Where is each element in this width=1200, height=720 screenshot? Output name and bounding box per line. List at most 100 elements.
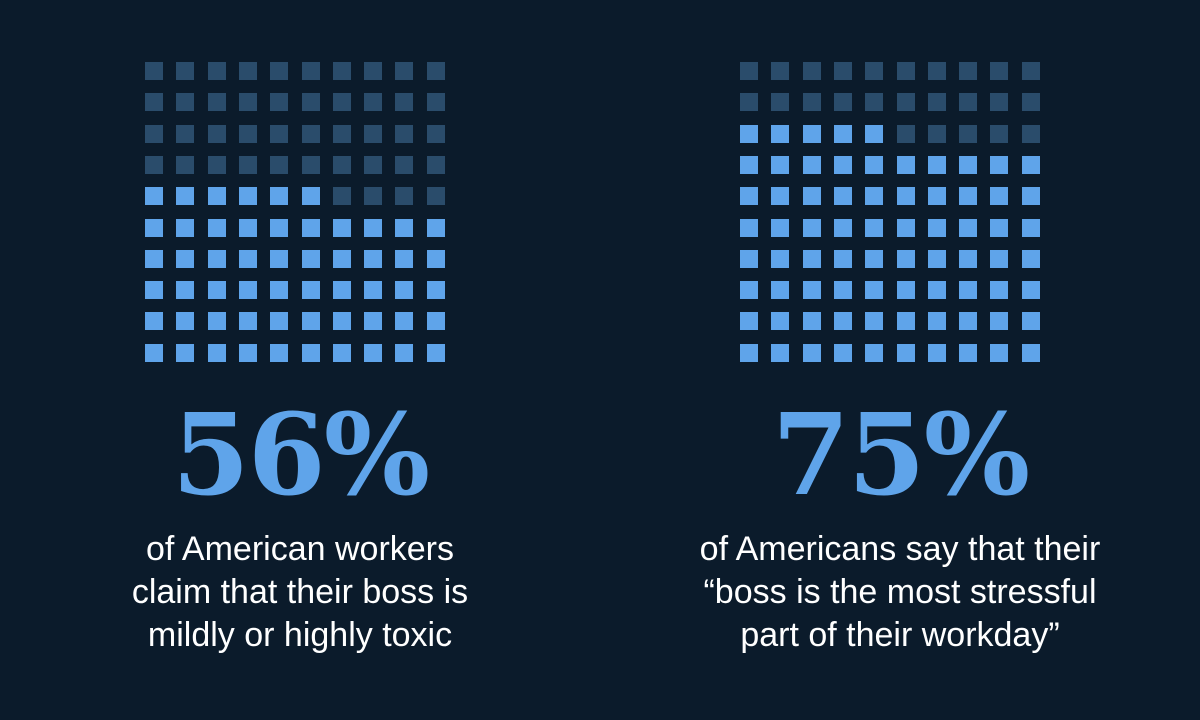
waffle-cell-filled	[395, 343, 414, 362]
waffle-cell-filled	[364, 218, 383, 237]
waffle-cell-empty	[959, 124, 978, 143]
waffle-cell-filled	[990, 312, 1009, 331]
waffle-cell-filled	[802, 343, 821, 362]
waffle-cell-filled	[833, 187, 852, 206]
waffle-cell-filled	[927, 312, 946, 331]
stat-value-toxic-boss: 56%	[171, 390, 430, 521]
waffle-cell-empty	[301, 124, 320, 143]
waffle-cell-filled	[740, 124, 758, 143]
waffle-cell-filled	[959, 187, 978, 206]
waffle-cell-filled	[771, 281, 790, 300]
waffle-cell-empty	[927, 62, 946, 80]
waffle-cell-filled	[865, 155, 884, 174]
waffle-cell-filled	[802, 124, 821, 143]
waffle-cell-filled	[1021, 155, 1040, 174]
waffle-cell-filled	[176, 281, 195, 300]
waffle-cell-empty	[896, 93, 915, 112]
waffle-cell-filled	[896, 187, 915, 206]
stat-value-stressful-boss: 75%	[771, 390, 1030, 521]
waffle-cell-filled	[802, 187, 821, 206]
waffle-cell-filled	[332, 249, 351, 268]
waffle-cell-filled	[865, 187, 884, 206]
waffle-cell-filled	[740, 187, 758, 206]
waffle-cell-empty	[207, 62, 226, 80]
waffle-cell-filled	[833, 155, 852, 174]
waffle-cell-empty	[802, 93, 821, 112]
waffle-cell-filled	[145, 281, 163, 300]
waffle-cell-filled	[833, 343, 852, 362]
waffle-cell-filled	[896, 249, 915, 268]
waffle-cell-empty	[959, 62, 978, 80]
waffle-cell-empty	[145, 62, 163, 80]
waffle-cell-empty	[332, 124, 351, 143]
waffle-cell-filled	[145, 249, 163, 268]
waffle-cell-filled	[238, 281, 257, 300]
waffle-cell-filled	[740, 218, 758, 237]
waffle-cell-filled	[927, 155, 946, 174]
waffle-cell-filled	[990, 218, 1009, 237]
waffle-cell-filled	[802, 218, 821, 237]
waffle-cell-filled	[238, 249, 257, 268]
waffle-cell-empty	[145, 124, 163, 143]
waffle-cell-filled	[771, 343, 790, 362]
waffle-cell-filled	[145, 187, 163, 206]
waffle-cell-empty	[1021, 124, 1040, 143]
waffle-cell-empty	[301, 155, 320, 174]
waffle-cell-filled	[865, 343, 884, 362]
waffle-cell-filled	[207, 187, 226, 206]
waffle-cell-empty	[426, 187, 445, 206]
waffle-cell-filled	[959, 312, 978, 331]
waffle-cell-filled	[364, 249, 383, 268]
waffle-cell-filled	[207, 218, 226, 237]
waffle-cell-filled	[364, 281, 383, 300]
waffle-cell-filled	[959, 281, 978, 300]
waffle-cell-filled	[927, 343, 946, 362]
waffle-cell-filled	[896, 312, 915, 331]
waffle-cell-filled	[865, 281, 884, 300]
waffle-cell-filled	[301, 312, 320, 331]
waffle-cell-filled	[270, 312, 289, 331]
waffle-cell-filled	[802, 249, 821, 268]
waffle-cell-filled	[927, 187, 946, 206]
waffle-cell-empty	[332, 187, 351, 206]
waffle-chart-toxic-boss	[145, 62, 445, 362]
waffle-cell-filled	[740, 312, 758, 331]
waffle-cell-filled	[1021, 312, 1040, 331]
waffle-cell-empty	[771, 62, 790, 80]
waffle-cell-filled	[207, 249, 226, 268]
waffle-cell-empty	[176, 62, 195, 80]
waffle-cell-empty	[301, 62, 320, 80]
waffle-cell-filled	[238, 218, 257, 237]
waffle-cell-empty	[865, 62, 884, 80]
waffle-cell-filled	[896, 218, 915, 237]
waffle-cell-filled	[238, 312, 257, 331]
waffle-cell-empty	[771, 93, 790, 112]
waffle-cell-filled	[364, 343, 383, 362]
waffle-cell-filled	[301, 249, 320, 268]
waffle-cell-filled	[1021, 343, 1040, 362]
waffle-cell-empty	[207, 124, 226, 143]
waffle-cell-empty	[395, 155, 414, 174]
waffle-cell-empty	[395, 187, 414, 206]
waffle-cell-empty	[426, 124, 445, 143]
stat-caption-toxic-boss: of American workers claim that their bos…	[0, 528, 600, 657]
waffle-cell-filled	[771, 218, 790, 237]
waffle-cell-filled	[865, 218, 884, 237]
waffle-cell-filled	[865, 312, 884, 331]
waffle-cell-filled	[301, 281, 320, 300]
caption-line: mildly or highly toxic	[147, 616, 453, 654]
waffle-cell-empty	[176, 93, 195, 112]
waffle-cell-filled	[959, 343, 978, 362]
waffle-cell-empty	[364, 93, 383, 112]
waffle-cell-filled	[426, 281, 445, 300]
waffle-cell-filled	[176, 249, 195, 268]
waffle-cell-filled	[927, 218, 946, 237]
waffle-cell-empty	[270, 93, 289, 112]
waffle-cell-filled	[771, 249, 790, 268]
waffle-cell-filled	[990, 187, 1009, 206]
waffle-cell-filled	[740, 281, 758, 300]
caption-line: part of their workday”	[740, 616, 1060, 654]
waffle-cell-empty	[395, 124, 414, 143]
waffle-cell-empty	[270, 155, 289, 174]
waffle-cell-filled	[395, 312, 414, 331]
